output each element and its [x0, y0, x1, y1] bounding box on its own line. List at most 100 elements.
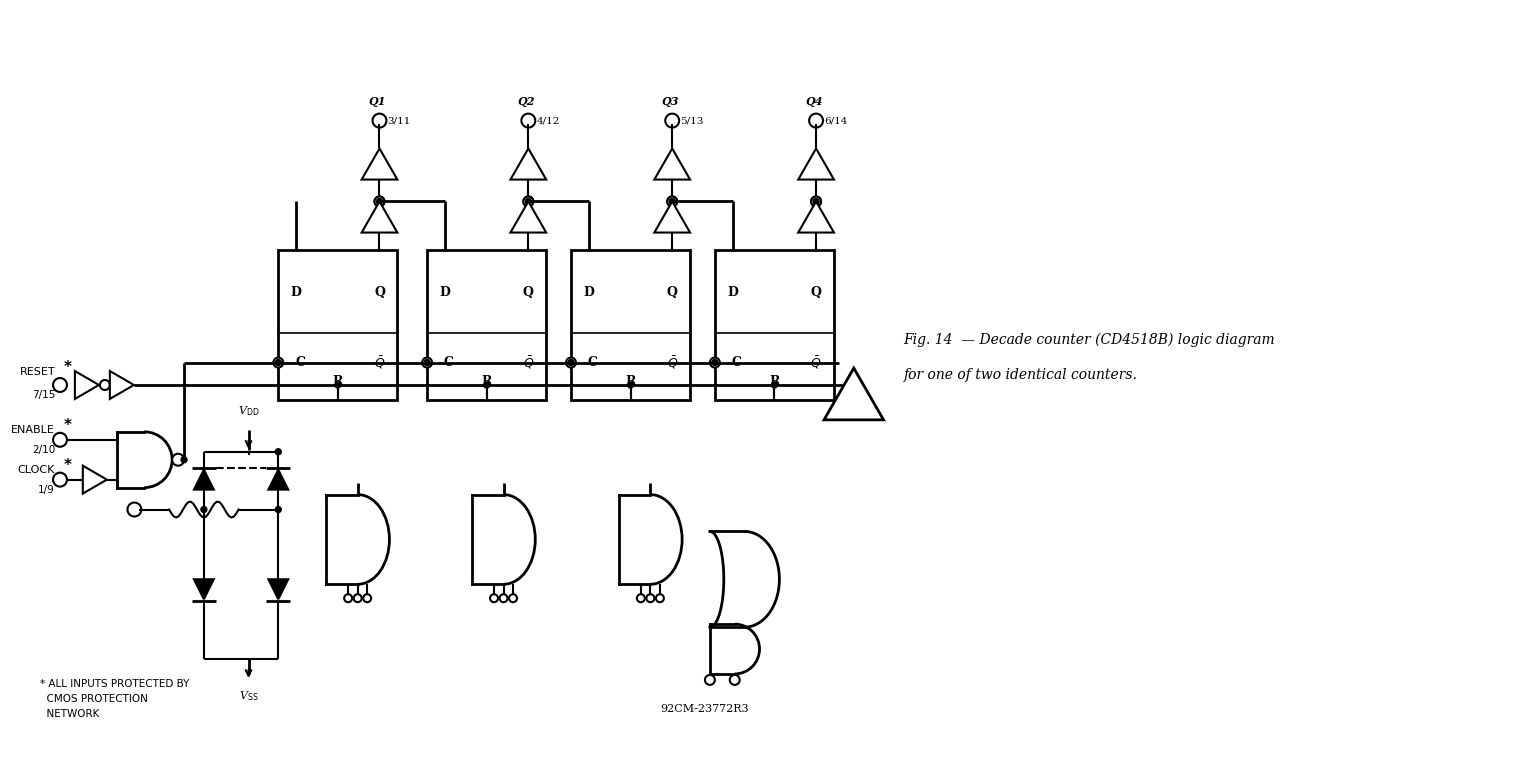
Text: RESET: RESET — [20, 367, 55, 377]
Text: Q1: Q1 — [368, 96, 386, 107]
Circle shape — [656, 594, 664, 602]
Bar — [279, 251, 397, 400]
Circle shape — [273, 357, 283, 367]
Polygon shape — [798, 201, 833, 232]
Text: 92CM-23772R3: 92CM-23772R3 — [661, 704, 750, 714]
Circle shape — [647, 594, 654, 602]
Text: Q: Q — [811, 286, 821, 299]
Circle shape — [276, 360, 282, 366]
Circle shape — [424, 360, 430, 366]
Circle shape — [182, 456, 186, 463]
Polygon shape — [824, 368, 883, 420]
Circle shape — [100, 380, 111, 390]
Circle shape — [276, 449, 282, 455]
Circle shape — [127, 503, 141, 517]
Circle shape — [814, 198, 820, 204]
Text: ENABLE: ENABLE — [11, 424, 55, 435]
Polygon shape — [194, 579, 214, 599]
Text: Q3: Q3 — [662, 96, 679, 107]
Circle shape — [665, 114, 679, 127]
Text: $\bar{Q}$: $\bar{Q}$ — [811, 354, 821, 371]
Polygon shape — [194, 469, 214, 490]
Circle shape — [711, 357, 720, 367]
Polygon shape — [654, 201, 689, 232]
Text: Q: Q — [374, 286, 385, 299]
Bar — [427, 251, 547, 400]
Circle shape — [670, 198, 676, 204]
Circle shape — [567, 357, 576, 367]
Circle shape — [811, 197, 821, 207]
Circle shape — [373, 114, 386, 127]
Text: for one of two identical counters.: for one of two identical counters. — [903, 368, 1138, 382]
Polygon shape — [511, 149, 547, 180]
Circle shape — [53, 378, 67, 392]
Circle shape — [377, 198, 382, 204]
Text: Fig. 14  — Decade counter (CD4518B) logic diagram: Fig. 14 — Decade counter (CD4518B) logic… — [903, 333, 1276, 347]
Text: 5/13: 5/13 — [680, 116, 703, 125]
Polygon shape — [111, 371, 133, 399]
Text: 7/15: 7/15 — [32, 390, 55, 400]
Text: C: C — [588, 356, 598, 369]
Circle shape — [526, 198, 532, 204]
Circle shape — [276, 507, 282, 513]
Circle shape — [173, 453, 183, 466]
Text: 6/14: 6/14 — [824, 116, 847, 125]
Text: D: D — [583, 286, 594, 299]
Circle shape — [423, 357, 432, 367]
Text: C: C — [732, 356, 742, 369]
Polygon shape — [83, 466, 108, 494]
Polygon shape — [362, 201, 397, 232]
Text: * ALL INPUTS PROTECTED BY
  CMOS PROTECTION
  NETWORK: * ALL INPUTS PROTECTED BY CMOS PROTECTIO… — [41, 679, 189, 719]
Text: C: C — [295, 356, 305, 369]
Text: 3/11: 3/11 — [388, 116, 411, 125]
Circle shape — [335, 382, 341, 388]
Circle shape — [730, 675, 739, 685]
Circle shape — [344, 594, 351, 602]
Text: C: C — [444, 356, 454, 369]
Text: Q: Q — [523, 286, 533, 299]
Text: R: R — [626, 376, 636, 389]
Text: 2/10: 2/10 — [32, 445, 55, 455]
Text: Q4: Q4 — [806, 96, 823, 107]
Text: D: D — [727, 286, 738, 299]
Bar — [715, 251, 833, 400]
Polygon shape — [268, 469, 288, 490]
Text: $\bar{Q}$: $\bar{Q}$ — [374, 354, 385, 371]
Text: *: * — [64, 360, 71, 375]
Circle shape — [712, 360, 718, 366]
Text: Q: Q — [667, 286, 677, 299]
Circle shape — [489, 594, 498, 602]
Text: 1/9: 1/9 — [38, 485, 55, 495]
Circle shape — [523, 197, 533, 207]
Circle shape — [771, 382, 777, 388]
Text: D: D — [439, 286, 450, 299]
Text: 4/12: 4/12 — [536, 116, 559, 125]
Circle shape — [704, 675, 715, 685]
Circle shape — [53, 472, 67, 487]
Text: R: R — [482, 376, 492, 389]
Polygon shape — [362, 149, 397, 180]
Text: $\bar{Q}$: $\bar{Q}$ — [523, 354, 533, 371]
Circle shape — [568, 360, 574, 366]
Circle shape — [521, 114, 535, 127]
Circle shape — [809, 114, 823, 127]
Circle shape — [500, 594, 508, 602]
Circle shape — [483, 382, 489, 388]
Text: R: R — [770, 376, 780, 389]
Circle shape — [374, 197, 385, 207]
Text: R: R — [333, 376, 342, 389]
Circle shape — [364, 594, 371, 602]
Circle shape — [523, 197, 533, 207]
Circle shape — [627, 382, 633, 388]
Circle shape — [509, 594, 517, 602]
Text: *: * — [64, 418, 71, 434]
Text: CLOCK: CLOCK — [18, 465, 55, 475]
Circle shape — [53, 433, 67, 447]
Polygon shape — [798, 149, 833, 180]
Text: Q2: Q2 — [518, 96, 535, 107]
Bar — [571, 251, 689, 400]
Circle shape — [374, 197, 385, 207]
Circle shape — [201, 507, 208, 513]
Circle shape — [667, 197, 677, 207]
Circle shape — [811, 197, 821, 207]
